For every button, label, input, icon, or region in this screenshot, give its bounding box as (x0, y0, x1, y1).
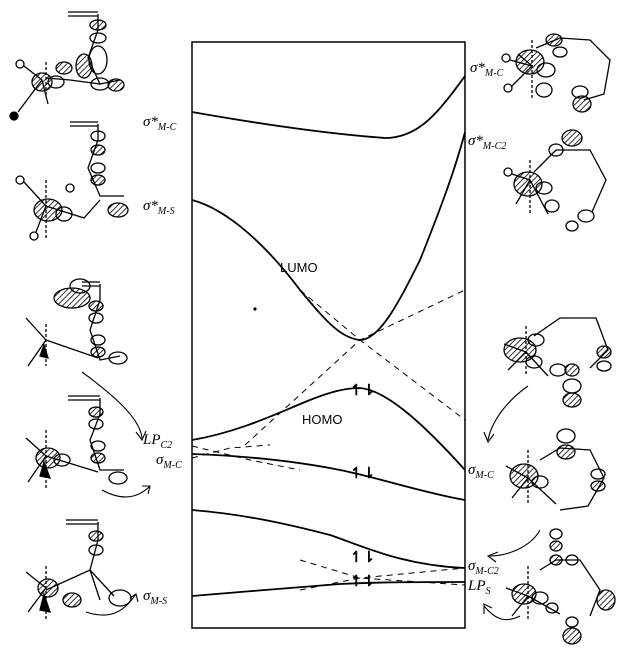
dash-lumo-homo-b (299, 289, 466, 421)
right-labels: σ*M-C σ*M-C2 σM-C σM-C2 LPS (467, 60, 506, 597)
left-orbital-sketch-3 (25, 278, 128, 367)
svg-text:σ*M-C2: σ*M-C2 (468, 133, 506, 152)
sigma-mc-right-main: σ (468, 462, 476, 478)
lp-s-right-sub: S (486, 586, 491, 597)
svg-text:σM-C: σM-C (156, 452, 182, 471)
left-orbital-sketch-4 (25, 395, 128, 490)
lumo-label: LUMO (280, 260, 318, 275)
electron-pair-mc: ↿⇂ (350, 465, 375, 482)
svg-text:σ*M-S: σ*M-S (143, 198, 175, 217)
correlation-box (191, 41, 466, 629)
lp-c2-left-main: LP (142, 432, 161, 448)
left-arrows (81, 371, 151, 616)
electron-pair-homo: ↿⇂ (350, 382, 375, 399)
dash-bottom-cross-a (299, 567, 466, 591)
right-orbital-sketch-3 (503, 317, 612, 408)
dash-lumo-homo-a (244, 289, 466, 446)
electron-pairs: ↿⇂ ↿⇂ ↿⇂ ↿⇂ (350, 382, 375, 590)
left-orbital-sketch-2 (15, 121, 129, 241)
sigma-star-ms-left-sub: M-S (157, 206, 175, 217)
right-orbital-sketch-2 (503, 129, 607, 232)
left-orbital-sketch-1 (9, 11, 125, 121)
sigma-mc-curve (191, 453, 466, 501)
electron-pair-ms: ↿⇂ (350, 573, 375, 590)
sigma-star-mc-right-main: σ* (470, 60, 485, 76)
lumo-curve (191, 131, 466, 341)
sigma-star-mc2-right-main: σ* (468, 133, 483, 149)
dash-lp-left (191, 445, 301, 471)
lp-c2-left-sub: C2 (161, 440, 173, 451)
electron-pair-mc2: ↿⇂ (350, 549, 375, 566)
sigma-star-mc2-right-sub: M-C2 (482, 141, 506, 152)
left-labels: σ*M-C σ*M-S LPC2 σM-C σM-S (142, 114, 182, 607)
sigma-mc-left-sub: M-C (162, 460, 182, 471)
svg-text:LPC2: LPC2 (142, 432, 172, 451)
middle-curve (191, 509, 466, 569)
dashed-correlations (191, 289, 466, 591)
sigma-mc-left-main: σ (156, 452, 164, 468)
homo-label: HOMO (302, 412, 342, 427)
sigma-ms-left-sub: M-S (149, 596, 167, 607)
sigma-star-mc-left-main: σ* (143, 114, 158, 130)
left-orbital-sketch-5 (25, 519, 132, 620)
dash-bottom-cross-b (299, 559, 466, 586)
homo-curve (191, 387, 466, 471)
right-arrows (483, 385, 541, 621)
orbital-curves (191, 75, 466, 597)
sigma-ms-left-main: σ (143, 588, 151, 604)
sigma-star-mc-left-sub: M-C (157, 122, 177, 133)
sigma-mc2-right-sub: M-C2 (474, 566, 498, 577)
svg-text:LPS: LPS (467, 578, 491, 597)
svg-text:σM-C2: σM-C2 (468, 558, 499, 577)
lp-s-right-main: LP (467, 578, 486, 594)
sigma-ms-curve (191, 581, 466, 597)
svg-text:σ*M-C: σ*M-C (143, 114, 177, 133)
dot-mark (253, 307, 257, 311)
right-orbital-sketch-1 (501, 33, 611, 113)
sigma-star-mc-curve (191, 75, 466, 139)
sigma-star-mc-right-sub: M-C (484, 68, 504, 79)
svg-text:σM-S: σM-S (143, 588, 167, 607)
right-orbital-sketch-4 (505, 428, 606, 552)
svg-text:σM-C: σM-C (468, 462, 494, 481)
sigma-mc2-right-main: σ (468, 558, 476, 574)
dash-lp-left-2 (191, 444, 271, 459)
sigma-mc-right-sub: M-C (474, 470, 494, 481)
sigma-star-ms-left-main: σ* (143, 198, 158, 214)
svg-text:σ*M-C: σ*M-C (470, 60, 504, 79)
right-orbital-sketch-5 (505, 554, 616, 645)
